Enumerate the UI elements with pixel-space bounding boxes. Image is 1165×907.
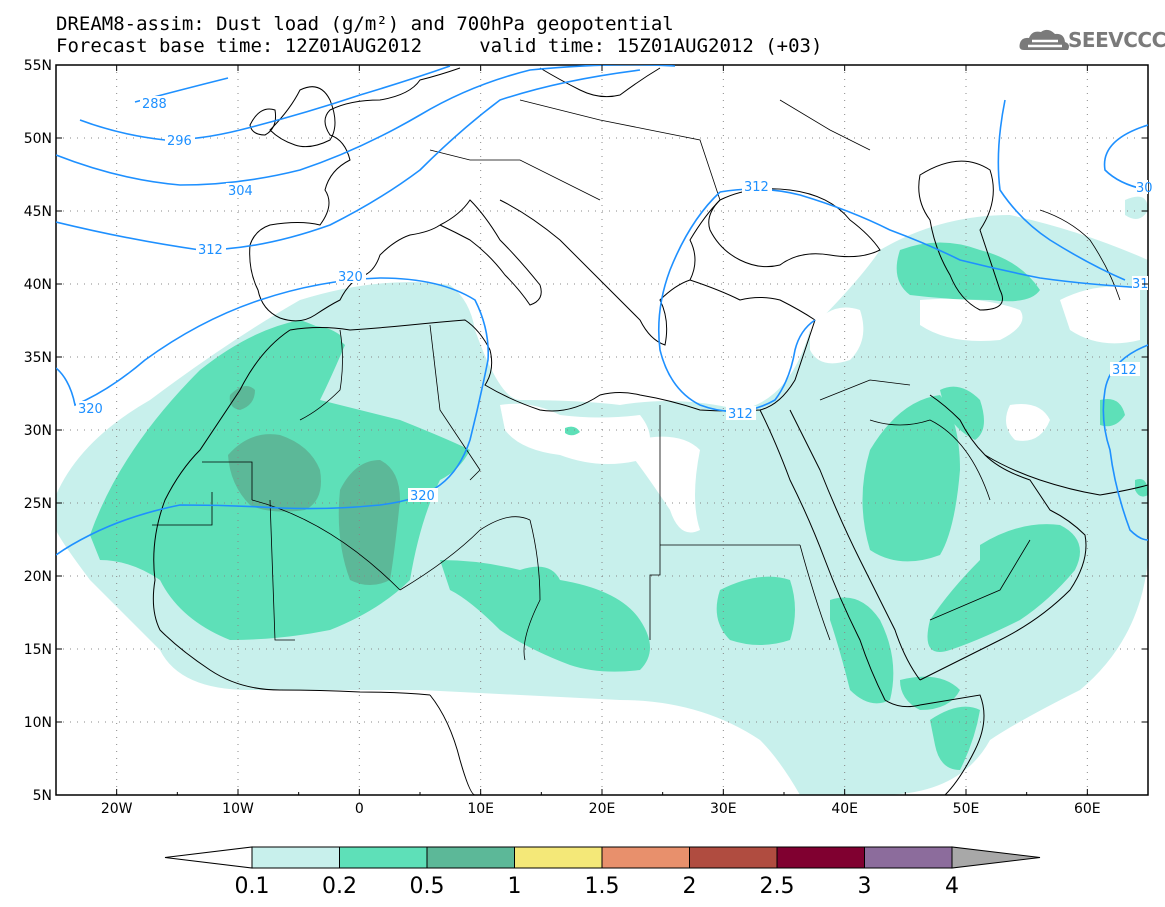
contour-label: 30 [1136,181,1153,196]
lon-label: 20E [589,801,616,817]
colorbar-swatch [251,846,340,869]
lat-label: 35N [24,350,52,366]
map-title: DREAM8-assim: Dust load (g/m²) and 700hP… [56,13,674,35]
lon-label: 60E [1074,801,1101,817]
colorbar-max-arrow [951,846,1041,869]
lat-label: 20N [24,569,52,585]
colorbar-label: 0.5 [410,874,445,899]
lat-label: 40N [24,277,52,293]
lon-label: 50E [953,801,980,817]
colorbar-label: 3 [858,874,872,899]
logo-text: SEEVCCC [1068,28,1165,52]
cloud-logo-icon [1019,29,1069,50]
colorbar-label: 1 [508,874,522,899]
colorbar-label: 0.2 [322,874,357,899]
lat-label: 50N [24,131,52,147]
colorbar-swatch [426,846,515,869]
forecast-time-info: Forecast base time: 12Z01AUG2012 valid t… [56,35,823,57]
lat-label: 30N [24,423,52,439]
colorbar-swatch [689,846,778,869]
contour-label: 312 [198,243,223,258]
map-gridlines [56,65,1148,795]
coastlines [152,67,1148,795]
lon-label: 30E [710,801,737,817]
colorbar-label: 2.5 [760,874,795,899]
colorbar-min-arrow [164,846,253,869]
colorbar-swatch [514,846,603,869]
colorbar-label: 2 [683,874,697,899]
lon-label: 0 [355,801,364,817]
colorbar-swatch [601,846,690,869]
lon-label: 10E [467,801,494,817]
lat-label: 55N [24,58,52,74]
contour-labels: 288 296 304 312 320 320 320 312 312 312 … [76,96,1153,504]
lat-label: 25N [24,496,52,512]
lon-label: 10W [222,801,254,817]
contour-label: 312 [728,407,753,422]
colorbar-swatch [864,846,953,869]
contour-label: 31 [1132,277,1149,292]
contour-label: 288 [142,97,167,112]
contour-label: 304 [228,184,253,199]
lat-label: 10N [24,715,52,731]
map-axes: 55N 50N 45N 40N 35N 30N 25N 20N 15N 10N 5N 20W 10W 0 1… [24,58,1149,817]
contour-label: 312 [744,180,769,195]
colorbar-label: 4 [945,874,959,899]
lon-label: 40E [831,801,858,817]
lon-label: 20W [101,801,133,817]
contour-label: 320 [410,489,435,504]
contour-label: 312 [1112,363,1137,378]
colorbar: 0.1 0.2 0.5 1 1.5 2 2.5 3 4 [164,846,1041,899]
colorbar-swatch [776,846,865,869]
colorbar-swatch [339,846,428,869]
colorbar-label: 1.5 [585,874,620,899]
lat-label: 45N [24,204,52,220]
contour-label: 296 [167,134,192,149]
colorbar-label: 0.1 [235,874,270,899]
dust-dark-areas [228,386,400,585]
lat-label: 5N [33,788,52,804]
lat-label: 15N [24,642,52,658]
contour-label: 320 [78,402,103,417]
country-borders [152,99,1121,661]
contour-label: 320 [338,270,363,285]
